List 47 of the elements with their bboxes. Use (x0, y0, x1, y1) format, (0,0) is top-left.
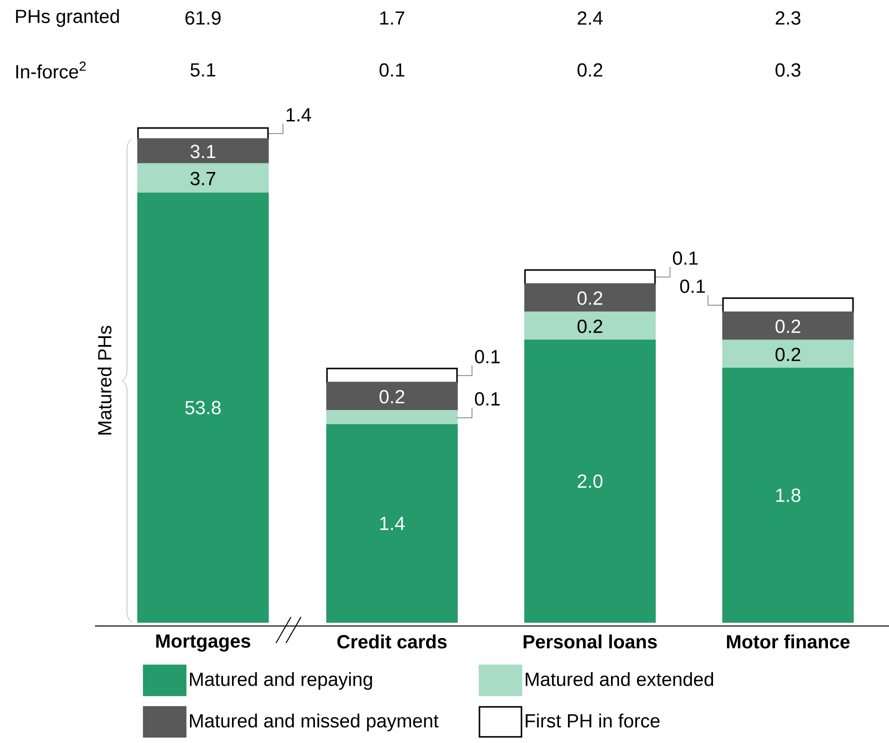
data-label: 3.7 (190, 172, 216, 186)
data-label: 0.1 (680, 280, 705, 293)
data-label: 0.2 (380, 390, 404, 404)
legend-label: Matured and missed payment (190, 714, 439, 732)
data-label: 0.2 (776, 348, 800, 362)
text: 5.1 (190, 63, 216, 77)
text: PHs granted (16, 9, 119, 27)
bar (722, 368, 854, 623)
data-label: 1.4 (286, 108, 312, 122)
data-label: 1.4 (380, 516, 405, 530)
bar (137, 163, 269, 194)
bar (326, 382, 458, 412)
text: 61.9 (185, 11, 221, 25)
bar (137, 192, 269, 623)
data-label: 0.1 (474, 392, 500, 406)
text: 0.3 (776, 63, 800, 77)
data-label: 3.1 (190, 144, 216, 158)
data-label: 0.2 (578, 291, 602, 305)
bar (326, 424, 458, 623)
x-tick-label: Motor finance (726, 634, 850, 648)
bar (524, 283, 656, 313)
bar (524, 340, 656, 623)
x-tick-label: Mortgages (156, 634, 250, 652)
data-label: 0.2 (578, 320, 602, 334)
bar (326, 410, 458, 426)
text: 1.7 (380, 11, 404, 25)
data-label: 0.1 (474, 350, 500, 364)
legend-label: Matured and extended (526, 672, 714, 686)
y-axis-title: Matured PHs (98, 326, 112, 434)
data-label: 0.1 (672, 251, 698, 265)
text: 0.1 (380, 63, 404, 77)
bar (524, 311, 656, 342)
legend-label: Matured and repaying (190, 672, 372, 690)
x-tick-label: Personal loans (524, 634, 657, 648)
bar (722, 311, 854, 342)
data-label: 1.8 (776, 488, 800, 502)
data-label: 2.0 (578, 474, 602, 488)
text: In-force$^{2}$ (16, 62, 86, 78)
text: 2.4 (578, 11, 603, 25)
bar (722, 340, 854, 370)
data-label: 53.8 (185, 400, 221, 414)
text: 2.3 (776, 11, 800, 25)
bar (137, 138, 269, 165)
legend-label: First PH in force (526, 714, 660, 728)
text: 0.2 (578, 63, 602, 77)
data-label: 0.2 (776, 320, 800, 334)
x-tick-label: Credit cards (337, 634, 447, 648)
